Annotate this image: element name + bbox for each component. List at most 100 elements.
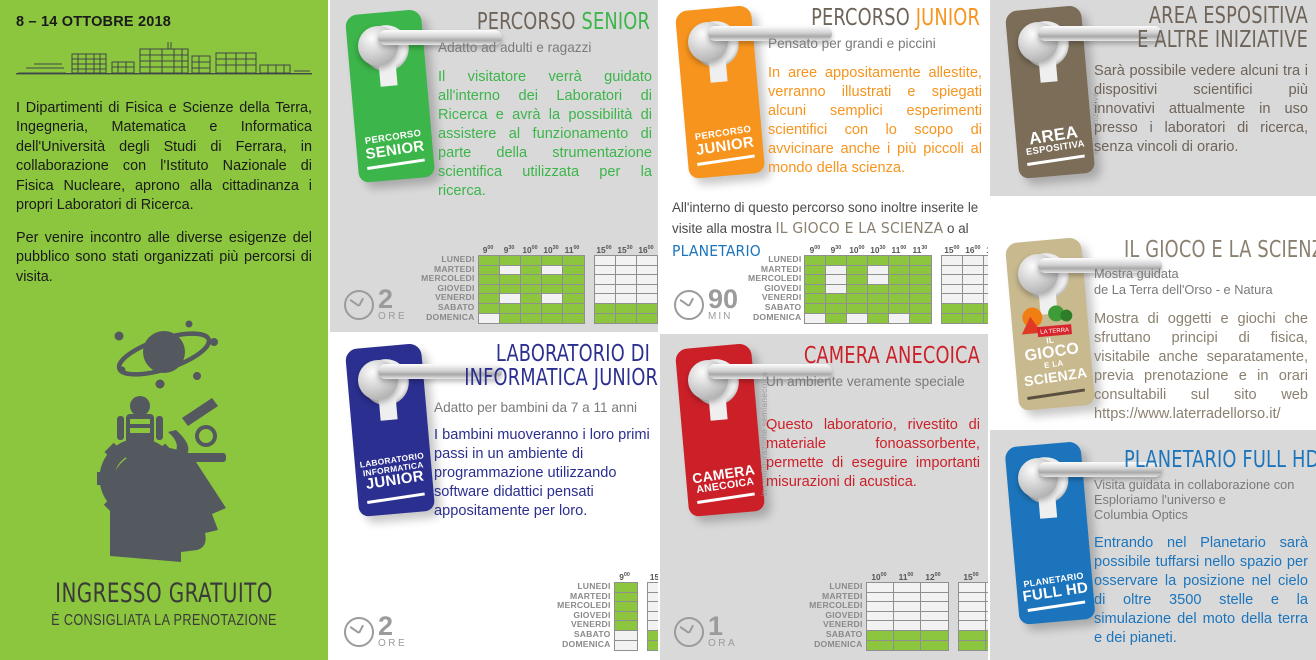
slot-unavailable (984, 275, 988, 285)
slot-available (594, 303, 616, 314)
slot-unavailable (636, 265, 658, 276)
panel-subtitle: Un ambiente veramente speciale (766, 374, 965, 389)
slot-available (636, 303, 658, 314)
door-handle (1038, 258, 1162, 273)
day-label: VENERDI (434, 292, 475, 303)
schedule-row (958, 592, 988, 603)
time-header: 1500 1600 (958, 570, 988, 582)
slot-unavailable (866, 583, 894, 593)
slot-available (868, 303, 890, 314)
slot-available (594, 313, 616, 324)
free-entry-title: INGRESSO GRATUITO (55, 578, 273, 609)
slot-available (963, 313, 985, 324)
slot-available (910, 256, 932, 266)
slot-available (910, 265, 932, 276)
door-handle (1038, 26, 1162, 41)
slot-unavailable (893, 592, 921, 603)
slot-unavailable (594, 275, 616, 285)
time-label: 1030 (870, 244, 886, 255)
time-label: 1600 (965, 244, 981, 255)
slot-unavailable (541, 265, 563, 276)
day-label: LUNEDI (577, 581, 611, 591)
schedule-row (478, 284, 584, 295)
time-label: 1100 (898, 571, 914, 582)
schedule-block: 900 930 1000 1030 1100 1130 (804, 243, 933, 325)
slot-unavailable (826, 275, 848, 285)
slot-available (478, 294, 500, 304)
slot-available (541, 256, 563, 266)
panel-body: Sarà possibile vedere alcuni tra i dispo… (1094, 63, 1308, 155)
slot-unavailable (594, 256, 616, 266)
day-label: LUNEDI (768, 254, 802, 264)
slot-available (826, 313, 848, 324)
slot-unavailable (647, 592, 658, 603)
slot-unavailable (866, 592, 894, 603)
schedule-rows (804, 255, 933, 325)
slot-unavailable (614, 630, 637, 641)
schedule-rows (613, 582, 638, 652)
schedule-junior: 90 MIN LUNEDI MARTEDI MERCOLEDI GIOVEDI VENE… (674, 243, 988, 325)
time-label: 1130 (912, 244, 928, 255)
schedule-row (942, 265, 988, 276)
schedule-row (958, 611, 988, 622)
slot-available (868, 294, 890, 304)
schedule-row (614, 630, 637, 641)
slot-available (910, 303, 932, 314)
slot-available (562, 265, 584, 276)
schedule-block: 1500 (646, 570, 658, 652)
slot-available (562, 275, 584, 285)
schedule-row (958, 640, 988, 651)
slot-available (866, 640, 894, 651)
schedule-row (614, 583, 637, 593)
slot-available (647, 640, 658, 651)
clock-icon (344, 290, 374, 321)
slot-available (520, 303, 542, 314)
slot-available (963, 303, 985, 314)
panel-subtitle: Adatto per bambini da 7 a 11 anni (434, 400, 638, 415)
day-labels: LUNEDI MARTEDI MERCOLEDI GIOVEDI VENERDI SABA… (809, 570, 862, 649)
slot-available (826, 303, 848, 314)
time-header: 1500 1530 16001630 (594, 243, 658, 255)
schedule-rows (957, 582, 988, 652)
slot-unavailable (647, 583, 658, 593)
panel-title-line-2: E ALTRE INIZIATIVE (1137, 27, 1308, 54)
schedule-row (478, 265, 584, 276)
event-date: 8 – 14 OTTOBRE 2018 (16, 14, 172, 30)
slot-unavailable (615, 256, 637, 266)
slot-unavailable (614, 640, 637, 651)
panel-percorso-senior: PERCORSO SENIOR PERCORSO SENIOR Adatto a… (330, 0, 658, 332)
time-label: 1100 (891, 244, 907, 255)
slot-available (826, 256, 848, 266)
slot-available (889, 284, 911, 295)
slot-available (910, 275, 932, 285)
day-label: MARTEDI (760, 263, 802, 274)
slot-available (614, 592, 637, 603)
duration-unit: MIN (708, 311, 733, 323)
time-header: 900 930 1000 1030 1100 1130 (804, 243, 932, 255)
slot-available (614, 621, 637, 631)
slot-unavailable (984, 265, 988, 276)
slot-unavailable (985, 592, 988, 603)
schedule-row (866, 602, 948, 612)
schedule-row (942, 294, 988, 304)
schedule-row (805, 313, 932, 324)
note-line-2b: o al (943, 221, 969, 237)
time-label: 900 (619, 571, 630, 582)
panel-body: In aree appositamente allestite, verrann… (768, 65, 982, 176)
slot-available (805, 275, 827, 285)
panel-title: IL GIOCO E LA SCIENZA (1123, 237, 1316, 263)
schedule-row (866, 630, 948, 641)
slot-unavailable (985, 621, 988, 631)
skyline-illustration (16, 42, 312, 75)
slot-available (478, 303, 500, 314)
panel-body: I bambini muoveranno i loro primi passi … (434, 427, 650, 519)
schedule-blocks: 900 930 1000 1030 1100 1500 1530 16001630 (477, 243, 658, 325)
slot-unavailable (636, 256, 658, 266)
day-label: MERCOLEDI (748, 273, 802, 284)
schedule-row (942, 313, 988, 324)
day-label: LUNEDI (829, 581, 863, 591)
slot-available (984, 303, 988, 314)
subtitle-line-3: Columbia Optics (1094, 506, 1188, 522)
schedule-block: 1500 16001700 (941, 243, 988, 325)
slot-unavailable (958, 621, 986, 631)
